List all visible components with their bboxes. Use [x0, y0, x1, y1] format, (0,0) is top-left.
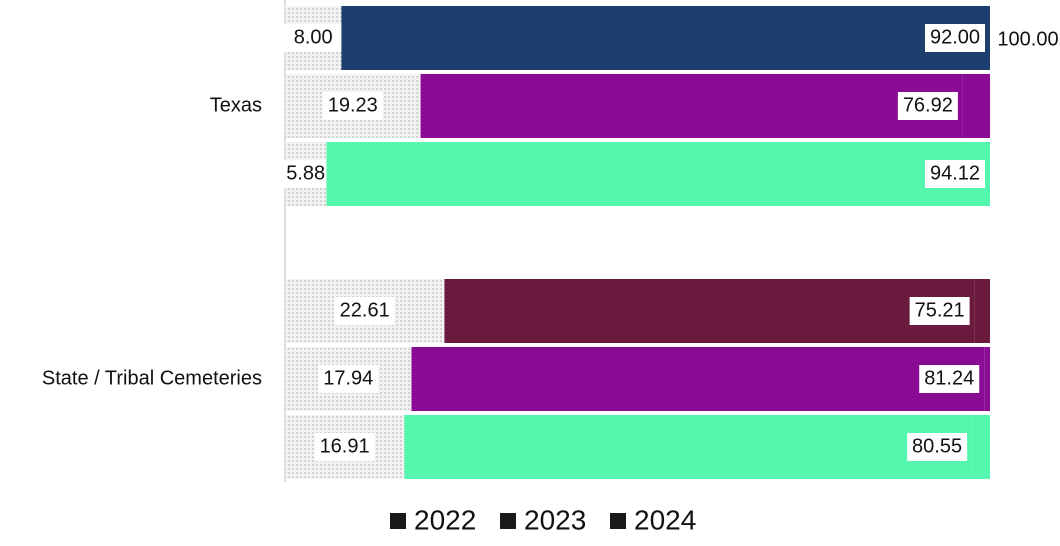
legend-label: 2022	[414, 504, 476, 535]
bar-segment	[411, 347, 985, 411]
annotation: 100.00	[997, 28, 1058, 50]
value-label: 81.24	[924, 367, 974, 389]
label-box	[925, 160, 985, 188]
value-label: 94.12	[930, 162, 980, 184]
value-label: 75.21	[915, 299, 965, 321]
bar-segment	[404, 415, 973, 479]
value-label: 92.00	[930, 26, 980, 48]
bar-segment	[341, 6, 990, 70]
label-box	[283, 24, 344, 52]
category-label: State / Tribal Cemeteries	[42, 367, 262, 389]
bar-segment	[974, 279, 990, 343]
value-label: 17.94	[323, 367, 373, 389]
label-box	[322, 92, 383, 120]
label-box	[318, 365, 379, 393]
bar-segment	[326, 142, 991, 206]
value-label: 16.91	[320, 435, 370, 457]
label-box	[907, 433, 968, 461]
bar-segment	[984, 347, 990, 411]
bar-segment	[444, 279, 975, 343]
label-box	[275, 160, 336, 188]
value-label: 80.55	[912, 435, 962, 457]
label-box	[925, 24, 985, 52]
value-label: 5.88	[286, 162, 325, 184]
label-box	[334, 297, 395, 325]
legend-label: 2023	[524, 504, 586, 535]
legend-label: 2024	[634, 504, 696, 535]
label-box	[919, 365, 980, 393]
value-label: 76.92	[903, 94, 953, 116]
label-box	[897, 92, 958, 120]
value-label: 8.00	[294, 26, 333, 48]
legend-swatch	[610, 513, 626, 529]
bar-segment	[962, 74, 990, 138]
label-box	[314, 433, 375, 461]
category-label: Texas	[210, 94, 262, 116]
legend-swatch	[390, 513, 406, 529]
value-label: 22.61	[340, 299, 390, 321]
value-label: 19.23	[328, 94, 378, 116]
bar-segment	[972, 415, 990, 479]
bar-segment	[420, 74, 963, 138]
label-box	[909, 297, 970, 325]
legend-swatch	[500, 513, 516, 529]
